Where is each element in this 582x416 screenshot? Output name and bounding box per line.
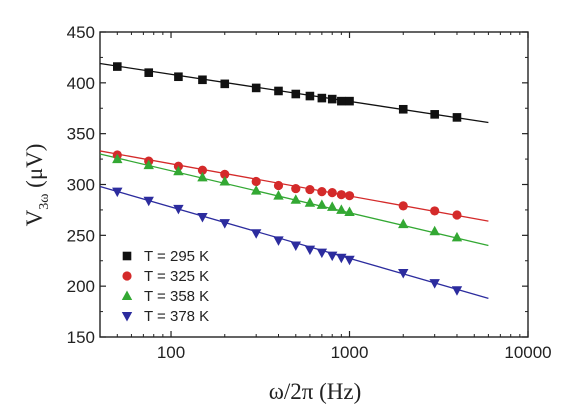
data-point-series-1 — [112, 62, 122, 71]
data-point-series-2 — [273, 180, 284, 191]
data-point-series-3 — [429, 225, 440, 236]
data-point-series-2 — [220, 169, 230, 179]
y-tick-label: 450 — [67, 23, 95, 42]
legend-label-series-2: T = 325 K — [144, 268, 209, 285]
data-point-series-2 — [344, 191, 355, 201]
data-point-series-1 — [174, 72, 183, 82]
data-point-series-3 — [143, 159, 154, 170]
data-point-series-4 — [304, 245, 316, 256]
data-point-series-1 — [144, 68, 154, 77]
axis-ticks: 150 200 250 300 350 400 450 100 1000 10000 — [67, 23, 552, 362]
y-axis-title: V3ω (μV) — [22, 144, 52, 227]
legend-label-series-4: T = 378 K — [144, 308, 209, 325]
data-point-series-4 — [336, 253, 347, 264]
data-point-series-1 — [317, 93, 327, 103]
data-point-series-3 — [304, 197, 316, 207]
legend-label-series-3: T = 358 K — [144, 288, 209, 305]
data-point-series-1 — [251, 83, 261, 93]
data-point-series-4 — [316, 248, 328, 259]
y-tick-label: 150 — [67, 328, 95, 347]
data-point-series-2 — [251, 176, 261, 187]
data-point-series-3 — [112, 153, 123, 164]
data-point-series-2 — [336, 190, 346, 200]
data-point-series-3 — [250, 185, 262, 195]
data-point-series-2 — [327, 188, 337, 198]
legend-label-series-1: T = 295 K — [144, 248, 209, 265]
data-point-series-4 — [451, 286, 463, 296]
legend-marker-series-3 — [121, 290, 133, 300]
y-tick-label: 250 — [67, 226, 95, 245]
data-point-series-3 — [327, 201, 338, 211]
data-point-series-3 — [398, 218, 409, 229]
data-point-series-2 — [317, 187, 327, 197]
data-point-series-1 — [220, 79, 230, 89]
data-point-series-1 — [345, 96, 354, 106]
data-point-series-4 — [327, 251, 338, 262]
x-axis-title: ω/2π (Hz) — [269, 379, 362, 404]
data-point-series-3 — [344, 206, 355, 216]
data-point-series-3 — [290, 194, 301, 204]
y-tick-label: 350 — [67, 125, 95, 144]
data-point-series-3 — [173, 165, 184, 176]
legend-marker-series-4 — [121, 312, 133, 322]
data-point-series-1 — [291, 89, 301, 99]
data-point-series-3 — [219, 175, 230, 186]
y-axis-title-subscript: 3ω — [37, 194, 52, 210]
data-point-series-1 — [430, 110, 439, 119]
y-axis-title-unit: (μV) — [22, 144, 47, 194]
data-point-series-4 — [173, 204, 184, 215]
data-point-series-2 — [197, 165, 208, 175]
y-tick-label: 200 — [67, 277, 95, 296]
x-tick-label: 10000 — [504, 343, 551, 362]
data-point-series-4 — [250, 229, 262, 239]
data-point-series-4 — [143, 196, 154, 207]
data-points — [112, 62, 463, 296]
data-point-series-1 — [327, 94, 337, 104]
x-tick-label: 1000 — [331, 343, 369, 362]
data-point-series-4 — [273, 236, 284, 246]
data-point-series-4 — [219, 219, 230, 229]
y-axis-title-main: V — [22, 209, 47, 226]
data-point-series-4 — [429, 279, 440, 289]
data-point-series-1 — [337, 96, 346, 106]
data-point-series-1 — [305, 91, 315, 101]
data-point-series-2 — [430, 206, 440, 216]
data-point-series-4 — [290, 241, 301, 251]
data-point-series-1 — [198, 75, 207, 85]
data-point-series-1 — [452, 113, 462, 122]
data-point-series-4 — [398, 268, 409, 279]
data-point-series-3 — [273, 190, 284, 200]
data-point-series-1 — [274, 86, 283, 96]
data-point-series-2 — [398, 201, 408, 211]
data-point-series-2 — [452, 210, 462, 220]
data-point-series-3 — [336, 204, 347, 214]
y-tick-label: 400 — [67, 74, 95, 93]
data-point-series-4 — [112, 187, 123, 198]
data-point-series-3 — [451, 231, 463, 242]
data-point-series-3 — [316, 199, 328, 209]
legend-marker-series-2 — [122, 271, 132, 281]
legend: T = 295 K T = 325 K T = 358 K T = 378 K — [121, 248, 209, 325]
x-tick-label: 100 — [157, 343, 185, 362]
data-point-series-2 — [291, 183, 301, 194]
data-point-series-4 — [344, 255, 355, 266]
data-point-series-4 — [197, 213, 208, 223]
data-point-series-3 — [197, 171, 208, 182]
y-tick-label: 300 — [67, 176, 95, 195]
legend-marker-series-1 — [122, 251, 132, 261]
data-point-series-1 — [398, 104, 408, 114]
data-point-series-2 — [305, 184, 315, 195]
